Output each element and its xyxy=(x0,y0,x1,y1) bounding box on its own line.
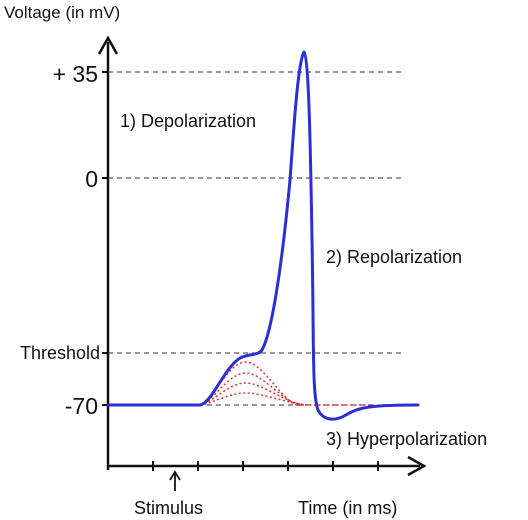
y-label-zero: 0 xyxy=(85,166,98,192)
x-axis-arrowhead xyxy=(407,455,427,477)
subthreshold-curve-1 xyxy=(199,361,297,406)
stimulus-arrowhead xyxy=(169,470,181,481)
y-axis-title: Voltage (in mV) xyxy=(4,3,120,22)
subthreshold-curve-3 xyxy=(199,382,305,406)
action-potential-curve xyxy=(106,50,420,421)
y-label-minus70: -70 xyxy=(65,393,98,419)
phase-label-depolarization: 1) Depolarization xyxy=(120,111,256,131)
phase-label-repolarization: 2) Repolarization xyxy=(326,247,462,267)
stimulus-label: Stimulus xyxy=(134,498,203,518)
x-axis-ticks xyxy=(152,461,379,471)
x-axis-title: Time (in ms) xyxy=(298,498,397,518)
phase-label-hyperpolarization: 3) Hyperpolarization xyxy=(326,429,487,449)
subthreshold-curve-4 xyxy=(199,392,309,406)
y-label-threshold: Threshold xyxy=(20,343,100,363)
subthreshold-curves xyxy=(199,361,372,406)
y-label-plus35: + 35 xyxy=(53,61,98,87)
y-axis-arrowhead xyxy=(97,35,119,55)
